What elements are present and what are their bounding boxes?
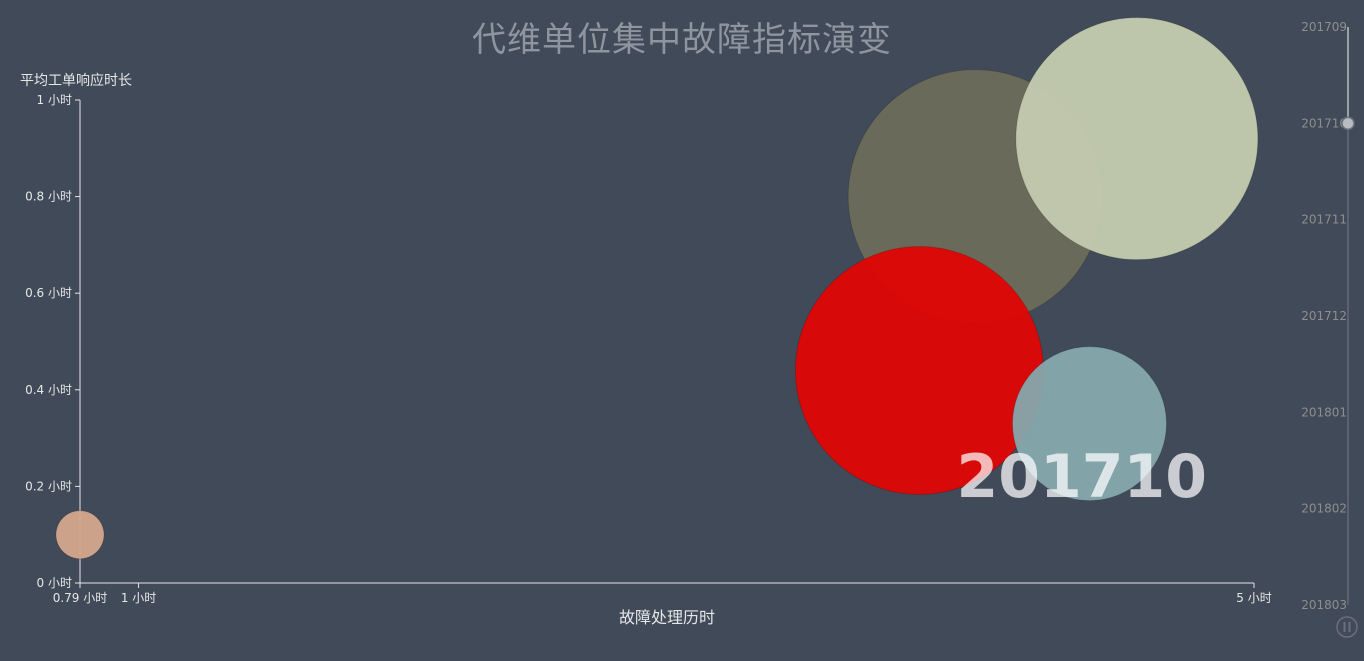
y-tick-label: 0.4 小时 bbox=[25, 383, 72, 397]
y-tick-label: 0.8 小时 bbox=[25, 190, 72, 204]
x-tick-label: 0.79 小时 bbox=[53, 591, 108, 605]
bubble-point-3[interactable] bbox=[1015, 17, 1259, 261]
current-period-watermark: 201710 bbox=[957, 442, 1208, 512]
pause-bar-left bbox=[1343, 622, 1346, 632]
x-tick-label: 5 小时 bbox=[1236, 591, 1271, 605]
timeline-label[interactable]: 201712 bbox=[1301, 309, 1347, 323]
bubble-point-5[interactable] bbox=[1011, 346, 1167, 502]
timeline-label[interactable]: 201802 bbox=[1301, 502, 1347, 516]
timeline-slider[interactable]: 201709 201710 201711 201712 201801 201802 2018… bbox=[1301, 20, 1358, 638]
y-tick-label: 1 小时 bbox=[37, 93, 72, 107]
y-axis-title: 平均工单响应时长 bbox=[20, 72, 132, 89]
timeline-handle[interactable] bbox=[1341, 116, 1355, 131]
chart-title: 代维单位集中故障指标演变 bbox=[472, 20, 892, 60]
pause-bar-right bbox=[1348, 622, 1351, 632]
pause-button[interactable] bbox=[1336, 616, 1358, 638]
timeline-label[interactable]: 201710 bbox=[1301, 116, 1347, 130]
timeline-label[interactable]: 201803 bbox=[1301, 598, 1347, 612]
bubble-series bbox=[55, 17, 1259, 560]
y-tick-label: 0.2 小时 bbox=[25, 479, 72, 493]
timeline-label[interactable]: 201709 bbox=[1301, 20, 1347, 34]
pause-icon[interactable] bbox=[1336, 616, 1358, 638]
timeline-label[interactable]: 201801 bbox=[1301, 405, 1347, 419]
x-axis-title: 故障处理历时 bbox=[619, 608, 715, 627]
timeline-label[interactable]: 201711 bbox=[1301, 213, 1347, 227]
bubble-point-1[interactable] bbox=[55, 510, 105, 560]
axes-group: 0 小时 0.2 小时 0.4 小时 0.6 小时 0.8 小时 1 小时 0.79 小时 1… bbox=[20, 72, 1272, 627]
y-tick-label: 0.6 小时 bbox=[25, 286, 72, 300]
x-tick-label: 1 小时 bbox=[121, 591, 156, 605]
y-tick-label: 0 小时 bbox=[37, 576, 72, 590]
